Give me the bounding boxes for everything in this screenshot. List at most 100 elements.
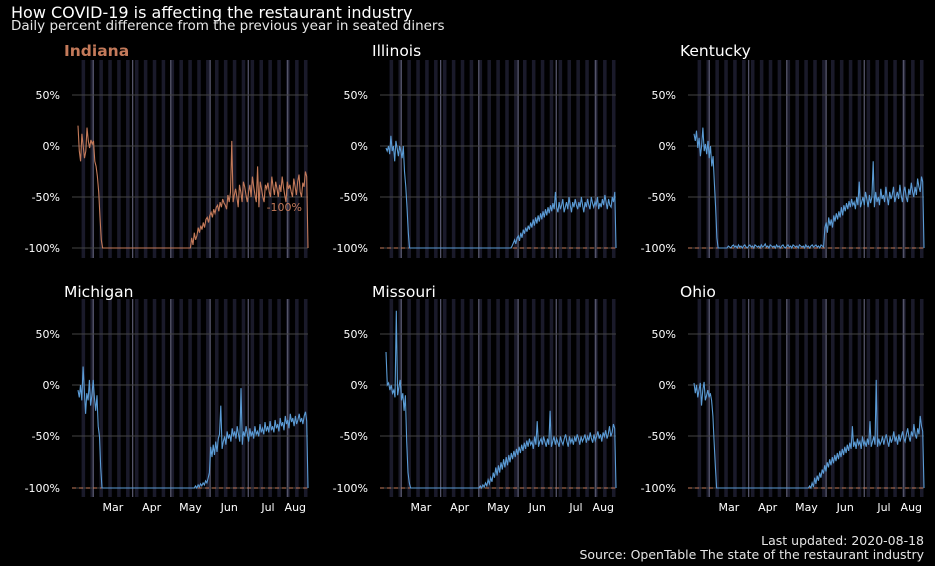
weekend-band bbox=[81, 299, 86, 497]
weekend-band bbox=[884, 60, 888, 258]
x-tick-label: Aug bbox=[285, 501, 306, 514]
weekend-band bbox=[813, 60, 817, 258]
series-line bbox=[77, 125, 309, 249]
weekend-band bbox=[161, 299, 166, 497]
chart-title: How COVID-19 is affecting the restaurant… bbox=[11, 3, 413, 22]
y-tick-label: 50% bbox=[36, 89, 60, 102]
weekend-band bbox=[99, 60, 103, 258]
panel-missouri: 50% 0% -50% -100% Missouri Mar Apr May Jun Jul Aug bbox=[333, 283, 617, 514]
weekend-band bbox=[531, 299, 536, 497]
weekend-band bbox=[161, 60, 166, 258]
y-tick-label: 0% bbox=[659, 379, 676, 392]
y-tick-label: 50% bbox=[652, 89, 676, 102]
weekend-band bbox=[303, 60, 308, 258]
y-tick-label: -100% bbox=[333, 482, 368, 495]
weekend-band bbox=[241, 299, 246, 497]
weekend-band bbox=[215, 299, 219, 497]
panel-indiana: 50% 0% -50% -100% Indiana -100% bbox=[25, 42, 309, 258]
weekend-band bbox=[549, 299, 554, 497]
weekend-band bbox=[724, 299, 728, 497]
weekend-band bbox=[460, 60, 465, 258]
y-tick-label: -50% bbox=[32, 430, 60, 443]
y-tick-label: 0% bbox=[351, 140, 368, 153]
weekend-band bbox=[750, 299, 755, 497]
panel-label: Illinois bbox=[372, 42, 421, 60]
weekend-band bbox=[277, 60, 281, 258]
weekend-band bbox=[505, 60, 509, 258]
weekend-band bbox=[567, 299, 572, 497]
source-note: Source: OpenTable The state of the resta… bbox=[579, 547, 924, 562]
weekend-band bbox=[884, 299, 888, 497]
weekend-band bbox=[558, 299, 563, 497]
panel-label: Missouri bbox=[372, 283, 436, 301]
x-tick-label: May bbox=[795, 501, 818, 514]
weekend-band bbox=[478, 299, 483, 497]
weekend-band bbox=[857, 299, 862, 497]
y-tick-label: 0% bbox=[351, 379, 368, 392]
weekend-band bbox=[223, 60, 228, 258]
weekend-band bbox=[839, 299, 844, 497]
y-tick-label: -100% bbox=[641, 242, 676, 255]
x-tick-label: Mar bbox=[103, 501, 124, 514]
panel-label: Indiana bbox=[64, 42, 129, 60]
x-tick-label: Mar bbox=[719, 501, 740, 514]
weekend-band bbox=[804, 60, 808, 258]
weekend-band bbox=[804, 299, 808, 497]
weekend-band bbox=[250, 299, 255, 497]
panel-label: Michigan bbox=[64, 283, 134, 301]
y-tick-label: 0% bbox=[659, 140, 676, 153]
weekend-band bbox=[875, 60, 880, 258]
weekend-band bbox=[442, 60, 447, 258]
weekend-band bbox=[451, 60, 456, 258]
panel-kentucky: 50% 0% -50% -100% Kentucky bbox=[641, 42, 925, 258]
weekend-band bbox=[786, 60, 791, 258]
y-tick-label: -100% bbox=[641, 482, 676, 495]
weekend-band bbox=[442, 299, 447, 497]
weekend-band bbox=[170, 60, 175, 258]
annotation-label: -100% bbox=[267, 201, 302, 214]
y-tick-label: -100% bbox=[333, 242, 368, 255]
x-tick-label: Apr bbox=[142, 501, 162, 514]
x-tick-label: May bbox=[487, 501, 510, 514]
weekend-band bbox=[487, 60, 491, 258]
weekend-band bbox=[919, 299, 924, 497]
weekend-band bbox=[866, 299, 871, 497]
series-line bbox=[693, 127, 925, 250]
x-tick-label: Apr bbox=[758, 501, 778, 514]
weekend-band bbox=[416, 60, 420, 258]
y-tick-label: 0% bbox=[43, 379, 60, 392]
weekend-band bbox=[813, 299, 817, 497]
weekend-band bbox=[108, 60, 112, 258]
y-tick-label: 0% bbox=[43, 140, 60, 153]
weekend-band bbox=[143, 60, 148, 258]
weekend-band bbox=[487, 299, 491, 497]
weekend-band bbox=[197, 299, 201, 497]
x-tick-label: Jun bbox=[528, 501, 546, 514]
weekend-band bbox=[398, 299, 403, 497]
weekend-band bbox=[398, 60, 403, 258]
weekend-band bbox=[389, 299, 394, 497]
weekend-band bbox=[523, 299, 527, 497]
weekend-band bbox=[117, 299, 121, 497]
weekend-band bbox=[831, 299, 835, 497]
y-tick-label: -50% bbox=[32, 191, 60, 204]
weekend-band bbox=[706, 299, 711, 497]
weekend-band bbox=[715, 60, 719, 258]
weekend-band bbox=[268, 299, 272, 497]
weekend-band bbox=[407, 60, 411, 258]
weekend-band bbox=[893, 299, 897, 497]
y-tick-label: -50% bbox=[340, 191, 368, 204]
x-tick-label: Jun bbox=[836, 501, 854, 514]
weekend-band bbox=[303, 299, 308, 497]
x-tick-label: May bbox=[179, 501, 202, 514]
weekend-band bbox=[505, 299, 509, 497]
weekend-band bbox=[919, 60, 924, 258]
weekend-band bbox=[126, 299, 130, 497]
weekend-band bbox=[567, 60, 572, 258]
weekend-band bbox=[786, 299, 791, 497]
weekend-band bbox=[848, 299, 853, 497]
weekend-band bbox=[795, 299, 799, 497]
weekend-band bbox=[540, 299, 545, 497]
x-tick-label: Jul bbox=[260, 501, 274, 514]
